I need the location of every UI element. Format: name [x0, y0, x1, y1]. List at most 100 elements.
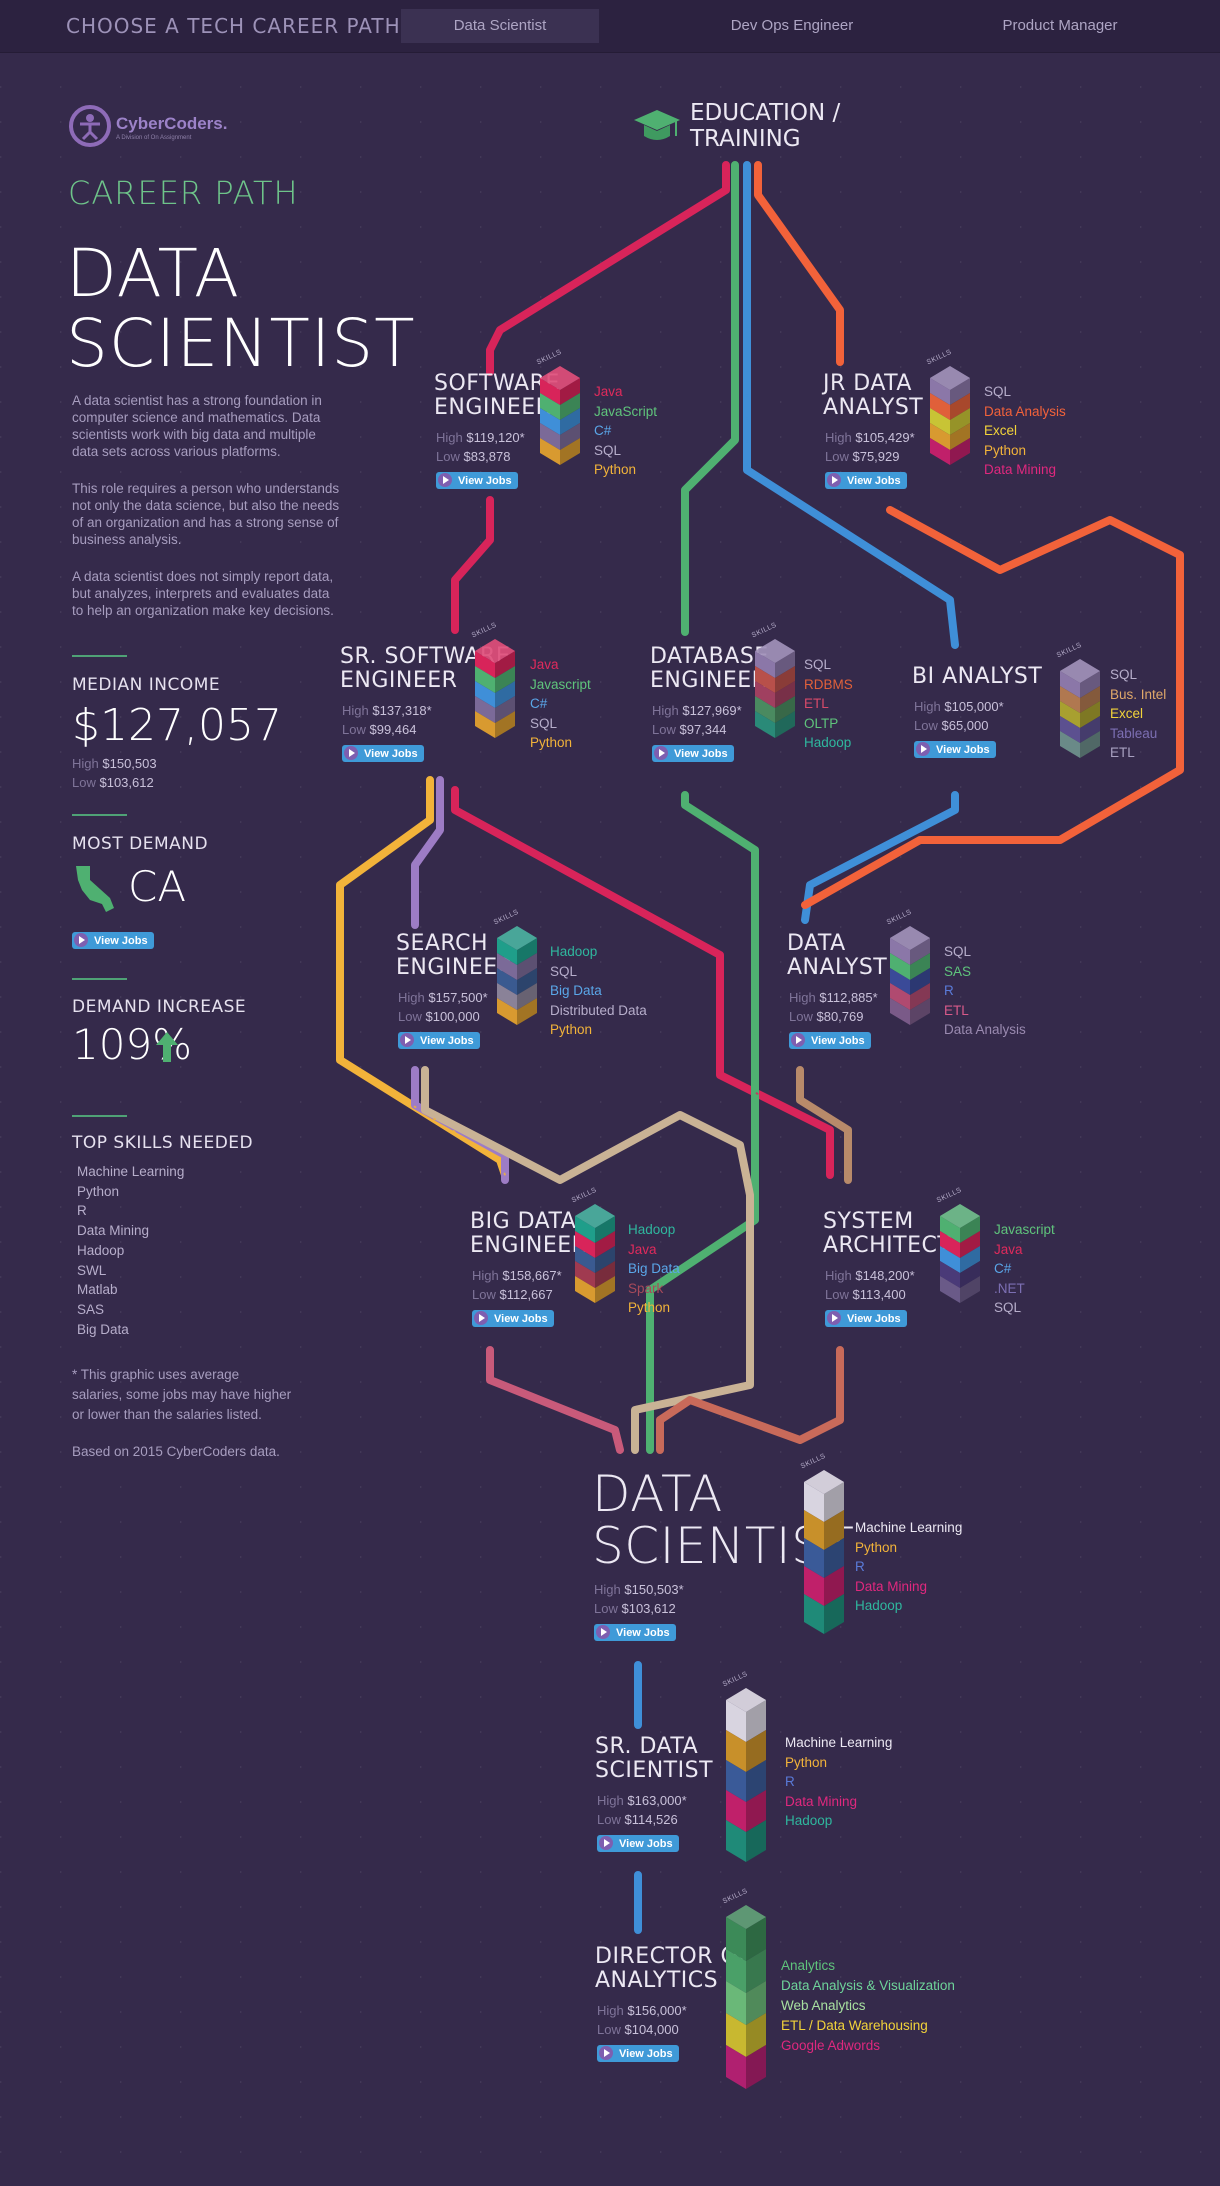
skill-item: Java — [530, 657, 559, 672]
skill-block-left — [726, 1949, 746, 1993]
node-title-line1: SYSTEM — [823, 1209, 914, 1234]
salary-range-sr-software-engineer: High $137,318* Low $99,464 — [342, 701, 432, 739]
view-jobs-button-undefined[interactable]: View Jobs — [594, 1624, 676, 1641]
skill-item: Big Data — [628, 1261, 680, 1276]
node-title-line2: ANALYTICS — [595, 1968, 719, 1993]
salary-low-label: Low — [472, 1287, 496, 1302]
skill-block-right — [1080, 716, 1100, 743]
view-jobs-button-big-data-engineer[interactable]: View Jobs — [472, 1310, 554, 1327]
skill-block-left — [1060, 731, 1080, 758]
tab-data-scientist[interactable]: Data Scientist — [401, 9, 599, 43]
skill-item: Machine Learning — [855, 1520, 963, 1535]
skill-block-right — [495, 711, 515, 738]
top-skills-list: Machine Learning Python R Data Mining Ha… — [77, 1162, 184, 1339]
median-low-label: Low — [72, 775, 96, 790]
view-jobs-button-sr-data-scientist[interactable]: View Jobs — [597, 1835, 679, 1852]
salary-low-label: Low — [597, 1812, 621, 1827]
skill-item: SQL — [1110, 667, 1138, 682]
view-jobs-button-data-analyst[interactable]: View Jobs — [789, 1032, 871, 1049]
salary-range-software-engineer: High $119,120* Low $83,878 — [436, 428, 525, 466]
skill-item: Hadoop — [550, 944, 598, 959]
salary-range-big-data-engineer: High $158,667* Low $112,667 — [472, 1266, 562, 1304]
skill-item: Javascript — [530, 676, 591, 692]
skill-item: Big Data — [550, 983, 602, 998]
salary-high-value: $105,000* — [944, 699, 1004, 714]
salary-high-label: High — [914, 699, 941, 714]
salary-high-value: $119,120* — [466, 430, 525, 445]
salary-low: Low $113,400 — [825, 1285, 915, 1304]
skill-block-left — [497, 953, 517, 980]
skill-block-right — [824, 1538, 844, 1578]
skill-block-left — [940, 1261, 960, 1288]
median-low-value: $103,612 — [99, 775, 154, 790]
salary-high-value: $163,000* — [627, 1793, 687, 1808]
skill-block-left — [890, 938, 910, 965]
top-skill-item: SWL — [77, 1262, 107, 1278]
skill-block-left — [726, 1700, 746, 1742]
salary-low: Low $104,000 — [597, 2020, 687, 2039]
skill-item: OLTP — [804, 715, 839, 731]
view-jobs-button-sr-software-engineer[interactable]: View Jobs — [342, 745, 424, 762]
skill-stack-big-data-engineer — [575, 1204, 615, 1303]
skill-stack-database-engineer — [755, 639, 795, 738]
skill-block-top — [1060, 659, 1100, 683]
view-jobs-button-director-of-analytics[interactable]: View Jobs — [597, 2045, 679, 2062]
skills-list-undefined: Machine Learning Python R Data Mining Hadoop — [855, 1518, 962, 1616]
node-title-software-engineer: SOFTWARE ENGINEER — [434, 372, 560, 420]
node-title-line2: ENGINEER — [650, 668, 768, 693]
node-title-line1: SR. DATA — [595, 1734, 699, 1759]
top-skill-item: Data Mining — [77, 1223, 150, 1239]
skill-block-left — [930, 378, 950, 405]
salary-high: High $157,500* — [398, 988, 488, 1007]
skill-block-right — [775, 711, 795, 738]
view-jobs-button-system-architect[interactable]: View Jobs — [825, 1310, 907, 1327]
salary-high-value: $157,500* — [428, 990, 488, 1005]
view-jobs-button-database-engineer[interactable]: View Jobs — [652, 745, 734, 762]
skill-block-left — [497, 998, 517, 1025]
skill-item: .NET — [994, 1280, 1025, 1296]
node-title-sr-data-scientist: SR. DATA SCIENTIST — [595, 1735, 713, 1783]
median-income-range: High $150,503 Low $103,612 — [72, 754, 157, 792]
node-title-line1: DATA — [592, 1465, 723, 1523]
skill-block-left — [575, 1261, 595, 1288]
view-jobs-button-search-engineer[interactable]: View Jobs — [398, 1032, 480, 1049]
skill-item: ETL — [944, 1002, 969, 1018]
skill-block-left — [540, 423, 560, 450]
skill-block-right — [746, 1760, 766, 1802]
skill-block-left — [540, 393, 560, 420]
salary-high-label: High — [597, 2003, 624, 2018]
node-title-big-data-engineer: BIG DATA ENGINEER — [470, 1210, 587, 1258]
nav-title: CHOOSE A TECH CAREER PATH — [66, 14, 401, 38]
skill-block-right — [495, 666, 515, 693]
skill-item: Python — [550, 1022, 593, 1037]
description-para-3: A data scientist does not simply report … — [72, 569, 334, 618]
skill-stack-system-architect — [940, 1204, 980, 1303]
salary-high: High $105,000* — [914, 697, 1004, 716]
node-title-line2: ENGINEER — [340, 668, 458, 693]
salary-low-value: $65,000 — [941, 718, 989, 733]
skill-block-right — [495, 696, 515, 723]
skill-block-left — [540, 378, 560, 405]
skill-item: Hadoop — [855, 1598, 903, 1613]
skill-block-left — [540, 408, 560, 435]
node-title-bi-analyst: BI ANALYST — [912, 665, 1042, 689]
cybercoders-logo[interactable]: CyberCoders. A Division of On Assignment — [68, 104, 227, 153]
view-jobs-button-software-engineer[interactable]: View Jobs — [436, 472, 518, 489]
node-title-line1: SOFTWARE — [434, 371, 560, 396]
salary-high-label: High — [597, 1793, 624, 1808]
skill-block-left — [1060, 671, 1080, 698]
tab-product-manager[interactable]: Product Manager — [1002, 17, 1118, 34]
view-jobs-button-jr-data-analyst[interactable]: View Jobs — [825, 472, 907, 489]
salary-low-label: Low — [914, 718, 938, 733]
view-jobs-button-bi-analyst[interactable]: View Jobs — [914, 741, 996, 758]
skill-item: Python — [628, 1300, 671, 1315]
skill-item: Java — [594, 384, 623, 399]
skill-item: Excel — [984, 423, 1018, 438]
skill-block-right — [775, 681, 795, 708]
most-demand-view-jobs-button[interactable]: View Jobs — [72, 932, 154, 949]
tab-dev-ops-engineer[interactable]: Dev Ops Engineer — [730, 17, 854, 34]
skill-block-left — [940, 1246, 960, 1273]
salary-low: Low $83,878 — [436, 447, 525, 466]
skill-block-left — [726, 1820, 746, 1862]
